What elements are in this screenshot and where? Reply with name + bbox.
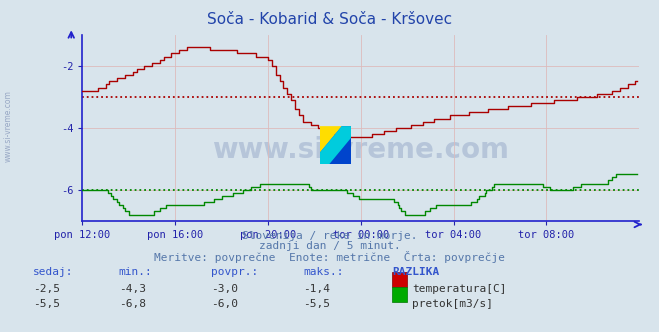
Text: -4,3: -4,3 [119, 284, 146, 294]
Text: -5,5: -5,5 [33, 299, 60, 309]
Text: www.si-vreme.com: www.si-vreme.com [212, 136, 509, 164]
Text: www.si-vreme.com: www.si-vreme.com [3, 90, 13, 162]
Text: RAZLIKA: RAZLIKA [392, 267, 440, 277]
Text: sedaj:: sedaj: [33, 267, 73, 277]
Text: -3,0: -3,0 [211, 284, 238, 294]
Text: pretok[m3/s]: pretok[m3/s] [412, 299, 493, 309]
Text: -5,5: -5,5 [303, 299, 330, 309]
Text: povpr.:: povpr.: [211, 267, 258, 277]
Text: -2,5: -2,5 [33, 284, 60, 294]
Text: min.:: min.: [119, 267, 152, 277]
Text: temperatura[C]: temperatura[C] [412, 284, 506, 294]
Polygon shape [320, 126, 351, 164]
Text: -6,8: -6,8 [119, 299, 146, 309]
Text: zadnji dan / 5 minut.: zadnji dan / 5 minut. [258, 241, 401, 251]
Polygon shape [320, 126, 342, 153]
Text: -6,0: -6,0 [211, 299, 238, 309]
Polygon shape [320, 126, 351, 164]
Text: Slovenija / reke in morje.: Slovenija / reke in morje. [242, 231, 417, 241]
Text: Meritve: povprečne  Enote: metrične  Črta: povprečje: Meritve: povprečne Enote: metrične Črta:… [154, 251, 505, 263]
Text: Soča - Kobarid & Soča - Kršovec: Soča - Kobarid & Soča - Kršovec [207, 12, 452, 27]
Text: -1,4: -1,4 [303, 284, 330, 294]
Text: maks.:: maks.: [303, 267, 343, 277]
